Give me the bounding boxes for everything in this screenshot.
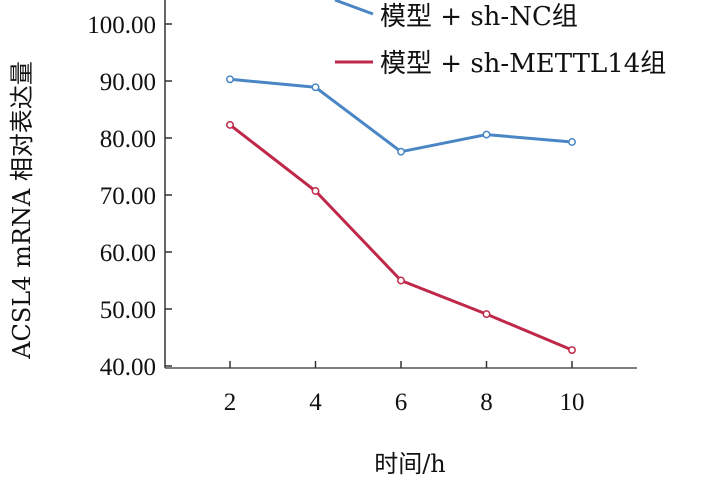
data-point-1-1 bbox=[311, 187, 320, 195]
data-point-0-4 bbox=[568, 138, 576, 146]
data-point-0-2 bbox=[397, 147, 405, 156]
x-tick-label: 10 bbox=[560, 389, 585, 416]
legend-label-1: 模型 + sh-METTL14组 bbox=[380, 49, 666, 79]
data-point-1-4 bbox=[568, 346, 576, 354]
y-tick-label: 100.00 bbox=[87, 12, 156, 39]
y-tick-label: 60.00 bbox=[100, 240, 156, 267]
y-tick-label: 80.00 bbox=[100, 126, 156, 153]
data-point-0-3 bbox=[482, 130, 491, 139]
data-point-0-0 bbox=[226, 75, 234, 84]
y-tick-label: 70.00 bbox=[100, 183, 156, 210]
legend-label-0: 模型 + sh-NC组 bbox=[380, 2, 578, 32]
x-tick-label: 2 bbox=[224, 389, 237, 416]
series-line-0 bbox=[229, 77, 573, 154]
x-tick-label: 8 bbox=[480, 389, 493, 416]
legend-swatch-0 bbox=[334, 0, 374, 16]
x-tick-label: 4 bbox=[309, 389, 322, 416]
y-tick-label: 90.00 bbox=[100, 69, 156, 96]
data-point-0-1 bbox=[311, 83, 320, 92]
data-point-1-0 bbox=[226, 120, 234, 129]
x-tick-label: 6 bbox=[395, 389, 408, 416]
legend: 模型 + sh-NC组 模型 + sh-METTL14组 bbox=[334, 0, 666, 79]
y-tick-label: 50.00 bbox=[100, 297, 156, 324]
data-point-1-2 bbox=[397, 276, 405, 285]
data-point-1-3 bbox=[482, 310, 491, 319]
series-line-1 bbox=[229, 123, 573, 352]
x-axis-label: 时间/h bbox=[374, 450, 446, 478]
y-axis-label: ACSL4 mRNA 相对表达量 bbox=[8, 61, 36, 360]
y-tick-label: 40.00 bbox=[100, 354, 156, 381]
